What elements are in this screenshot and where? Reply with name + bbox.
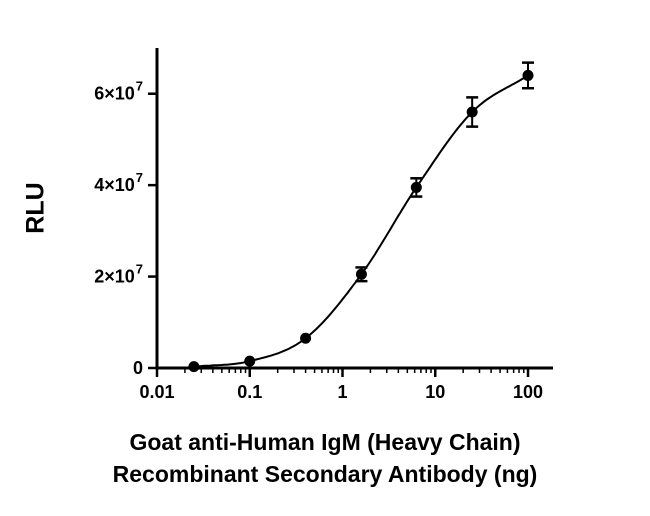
y-tick-label: 2×107 [94, 262, 143, 287]
y-axis-label: RLU [21, 182, 50, 234]
data-point [244, 355, 256, 367]
data-point [410, 181, 422, 193]
data-point [355, 268, 367, 280]
y-tick-label: 6×107 [94, 79, 143, 104]
x-axis-label-line1: Goat anti-Human IgM (Heavy Chain) [129, 429, 521, 455]
x-tick-label: 0.01 [139, 382, 174, 402]
y-tick-label: 4×107 [94, 170, 143, 195]
x-tick-label: 100 [513, 382, 543, 402]
x-tick-label: 0.1 [237, 382, 262, 402]
data-point [522, 69, 534, 81]
x-axis-label-line2: Recombinant Secondary Antibody (ng) [112, 461, 538, 487]
fit-curve [193, 74, 529, 368]
y-tick-label: 0 [133, 358, 143, 378]
x-tick-label: 10 [425, 382, 445, 402]
data-point [466, 106, 478, 118]
data-point [300, 332, 312, 344]
data-point [188, 361, 200, 373]
x-axis-label: Goat anti-Human IgM (Heavy Chain) Recomb… [0, 426, 650, 490]
x-tick-label: 1 [337, 382, 347, 402]
